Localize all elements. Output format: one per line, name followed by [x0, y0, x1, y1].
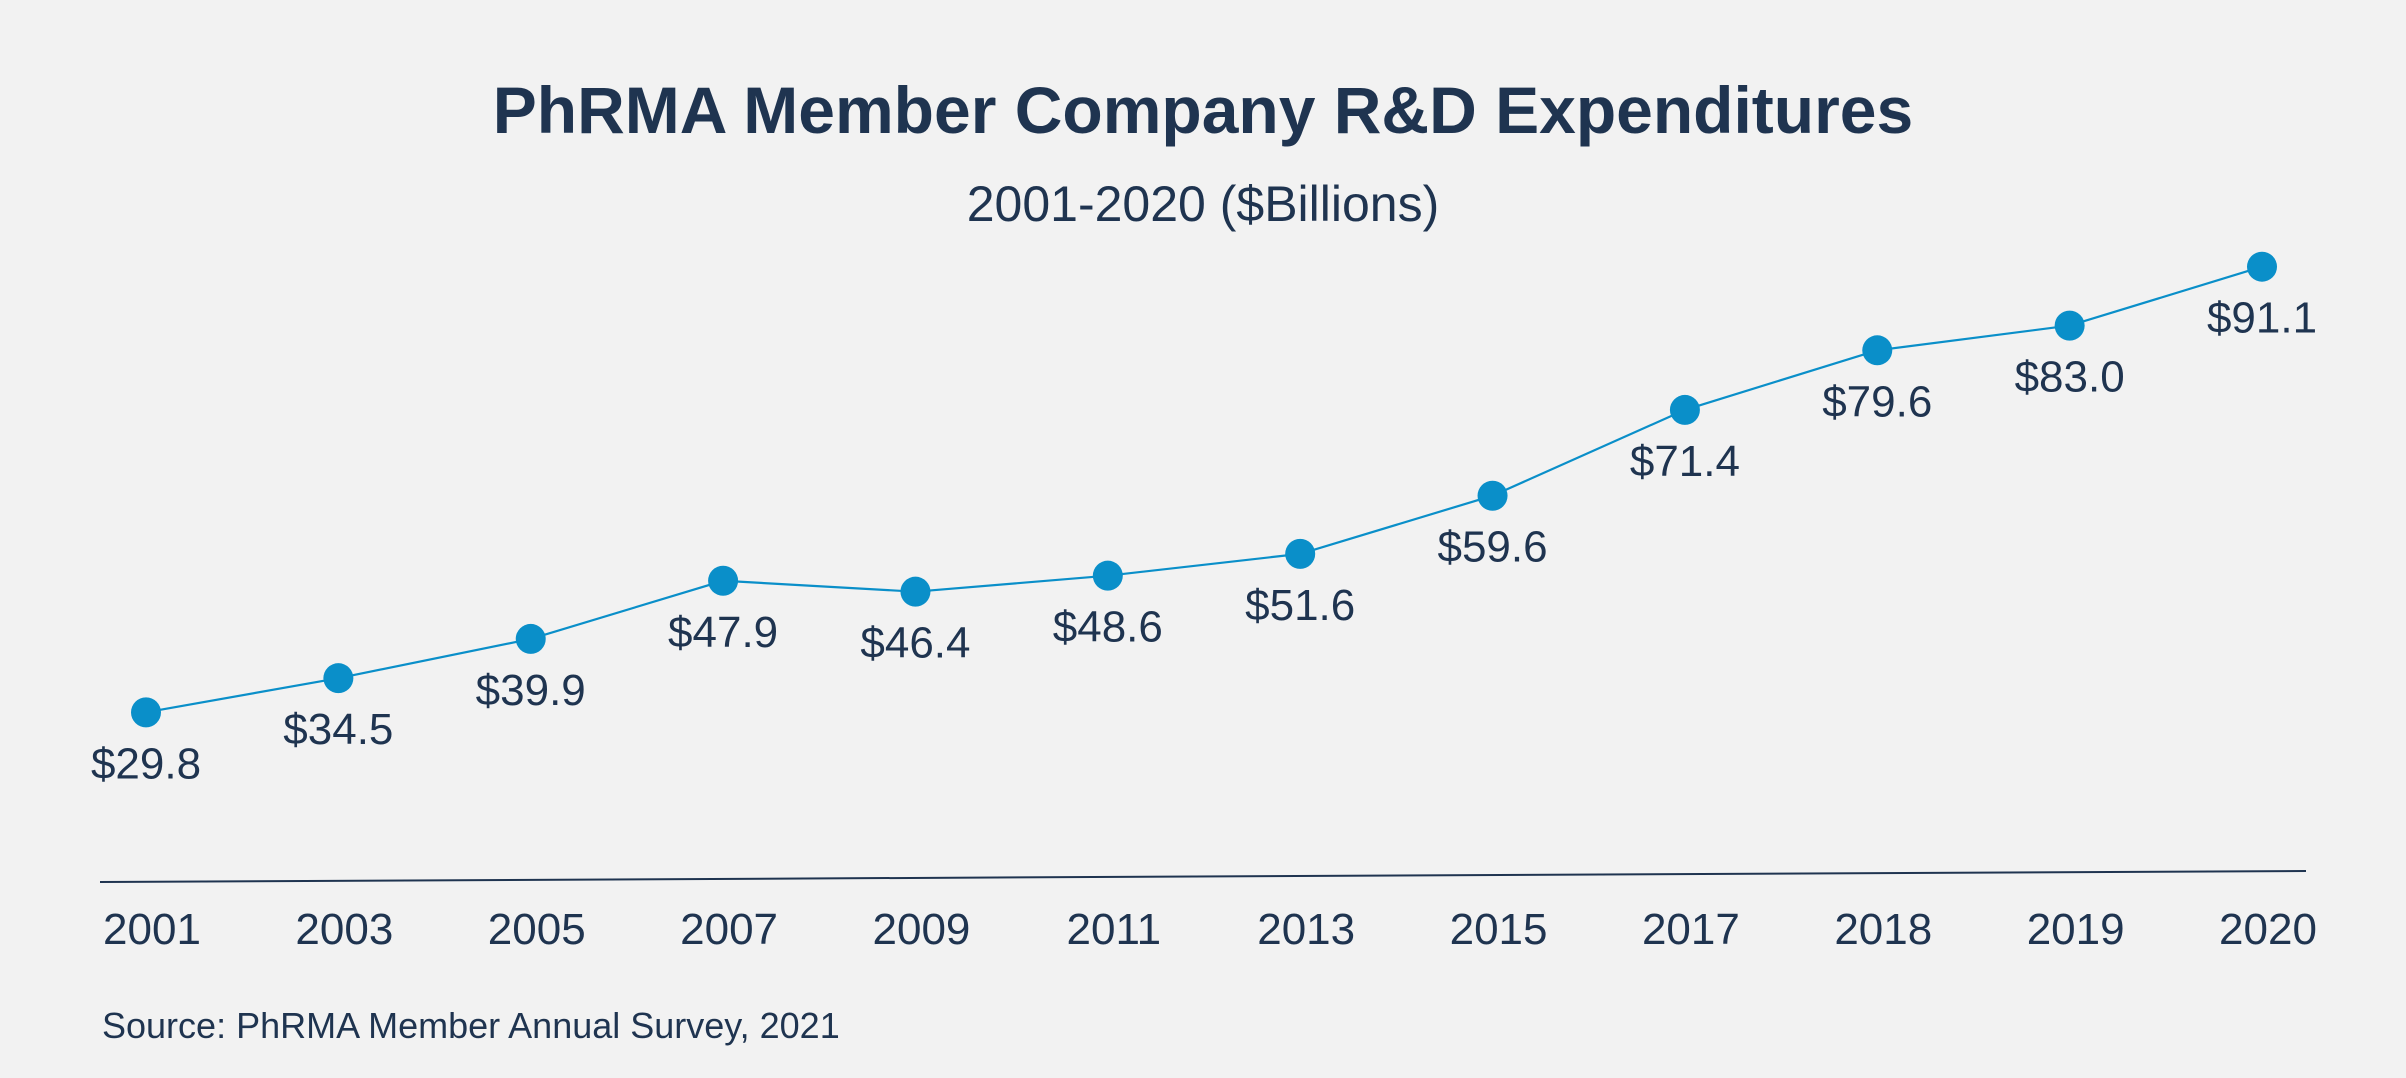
data-label-2017: $71.4 — [1630, 437, 1740, 486]
data-label-2007: $47.9 — [668, 608, 778, 657]
x-tick-label-2009: 2009 — [873, 905, 971, 954]
x-axis-line — [99, 870, 2307, 883]
x-tick-label-2019: 2019 — [2027, 905, 2125, 954]
data-label-2009: $46.4 — [860, 619, 970, 668]
source-note: Source: PhRMA Member Annual Survey, 2021 — [102, 1005, 840, 1046]
x-tick-labels: 2001 2003 2005 2007 2009 2011 2013 2015 2017 2018… — [103, 905, 2317, 954]
data-labels: $29.8 $34.5 $39.9 $47.9 $46.4 $48.6 $51.6 $59.6… — [91, 294, 2317, 789]
data-label-2001: $29.8 — [91, 739, 201, 788]
data-point-2001 — [131, 697, 161, 728]
data-label-2018: $79.6 — [1822, 377, 1932, 426]
x-tick-label-2001: 2001 — [103, 905, 201, 954]
data-label-2020: $91.1 — [2207, 294, 2317, 343]
data-point-2019 — [2054, 310, 2085, 341]
data-point-2011 — [1092, 560, 1123, 591]
data-label-2005: $39.9 — [476, 666, 586, 715]
x-tick-label-2017: 2017 — [1642, 905, 1740, 954]
data-point-2005 — [515, 623, 546, 654]
data-point-2003 — [323, 663, 354, 694]
data-point-2009 — [900, 576, 931, 607]
x-tick-label-2020: 2020 — [2219, 905, 2317, 954]
x-tick-label-2005: 2005 — [488, 905, 586, 954]
data-point-2013 — [1285, 538, 1316, 569]
data-label-2011: $48.6 — [1053, 603, 1163, 652]
x-tick-label-2007: 2007 — [680, 905, 778, 954]
x-tick-label-2003: 2003 — [295, 905, 393, 954]
data-label-2015: $59.6 — [1437, 523, 1547, 572]
data-label-2019: $83.0 — [2015, 353, 2125, 402]
data-label-2013: $51.6 — [1245, 581, 1355, 630]
x-tick-label-2013: 2013 — [1257, 905, 1355, 954]
data-point-2018 — [1862, 335, 1893, 366]
data-point-2017 — [1669, 394, 1700, 425]
x-tick-label-2018: 2018 — [1834, 905, 1932, 954]
chart-subtitle: 2001-2020 ($Billions) — [966, 176, 1440, 232]
data-points — [131, 251, 2277, 728]
x-tick-label-2015: 2015 — [1450, 905, 1548, 954]
data-label-2003: $34.5 — [283, 705, 393, 754]
x-tick-label-2011: 2011 — [1067, 905, 1162, 954]
data-point-2007 — [708, 565, 739, 596]
data-point-2015 — [1477, 480, 1508, 511]
data-point-2020 — [2247, 251, 2277, 282]
series-line — [145, 265, 2263, 714]
series-line-group — [145, 265, 2263, 714]
x-axis — [99, 870, 2307, 883]
chart-title: PhRMA Member Company R&D Expenditures — [492, 73, 1914, 147]
